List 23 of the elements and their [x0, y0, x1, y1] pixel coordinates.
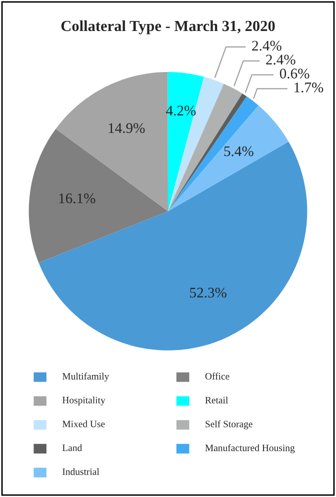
legend-label: Hospitality — [62, 396, 106, 406]
data-label: 2.4% — [266, 54, 296, 65]
chart-title: Collateral Type - March 31, 2020 — [61, 20, 275, 34]
data-label: 16.1% — [59, 193, 96, 204]
data-label: 2.4% — [252, 40, 282, 51]
data-label: 1.7% — [294, 82, 324, 92]
legend-label: Mixed Use — [62, 420, 105, 428]
pie-slice — [168, 72, 204, 212]
pie-slice — [168, 76, 224, 212]
legend-label: Industrial — [62, 468, 100, 475]
legend-label: Office — [205, 372, 230, 380]
legend-label: Manufactured Housing — [205, 444, 295, 454]
pie-slice — [38, 142, 308, 350]
pie-slice — [168, 105, 289, 212]
data-label: 14.9% — [108, 123, 145, 134]
legend-label: Multifamily — [62, 372, 110, 382]
data-label: 52.3% — [190, 288, 226, 298]
data-label: 0.6% — [280, 68, 310, 79]
legend-label: Self Storage — [206, 420, 252, 430]
legend-label: Retail — [205, 396, 228, 404]
data-label: 5.4% — [224, 146, 254, 156]
pie-slice — [56, 72, 168, 212]
legend-label: Land — [62, 444, 82, 452]
